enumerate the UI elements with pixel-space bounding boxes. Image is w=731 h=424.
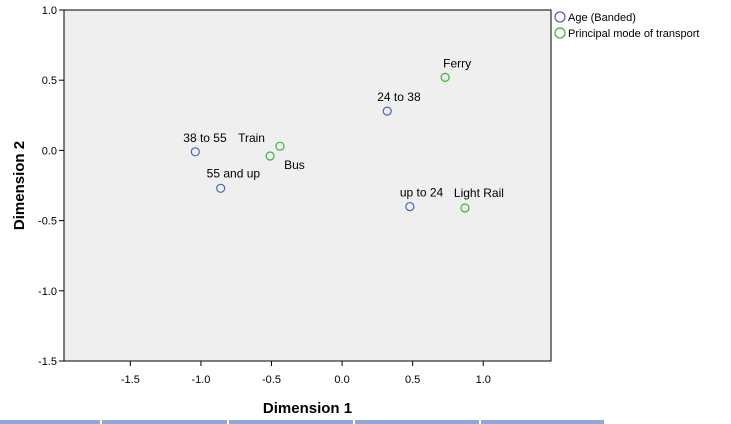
x-axis-title: Dimension 1: [263, 400, 352, 417]
point-label: Train: [238, 131, 265, 145]
data-point: [275, 141, 285, 151]
data-points: 38 to 55 55 and up 24 to 38 up to 24 Train Bu…: [183, 56, 504, 213]
legend-label: Principal mode of transport: [568, 28, 699, 40]
point-label: 55 and up: [207, 166, 261, 180]
y-tick-label: -1.5: [38, 356, 57, 368]
point-label: Bus: [284, 158, 305, 172]
y-axis-title: Dimension 2: [11, 141, 28, 230]
y-tick-label: 0.0: [42, 145, 57, 157]
x-tick-label: 0.0: [334, 374, 349, 386]
y-tick-label: -1.0: [38, 286, 57, 298]
point-label: 38 to 55: [183, 131, 227, 145]
x-tick-label: -0.5: [262, 374, 281, 386]
x-tick-label: -1.5: [121, 374, 140, 386]
legend-marker: [554, 11, 566, 23]
legend-marker: [554, 27, 566, 39]
x-tick-label: 0.5: [405, 374, 420, 386]
data-point: [405, 201, 415, 212]
data-point: [216, 183, 226, 193]
y-tick-label: 0.5: [42, 75, 57, 87]
legend: Age (Banded) Principal mode of transport: [554, 11, 699, 40]
point-label: Light Rail: [454, 186, 504, 200]
plot-area: [63, 9, 552, 362]
data-point: [190, 147, 200, 157]
x-axis: -1.5 -1.0 -0.5 0.0 0.5 1.0: [121, 361, 491, 386]
bottom-divider-strip: [0, 420, 606, 424]
data-point: [265, 151, 275, 161]
x-tick-label: -1.0: [191, 374, 210, 386]
legend-label: Age (Banded): [568, 12, 636, 24]
y-tick-label: 1.0: [42, 5, 57, 17]
point-label: 24 to 38: [377, 90, 421, 104]
point-label: up to 24: [400, 186, 444, 200]
data-point: [460, 203, 470, 213]
data-point: [382, 106, 392, 116]
y-axis: 1.0 0.5 0.0 -0.5 -1.0 -1.5: [38, 5, 64, 368]
data-point: [440, 72, 450, 82]
x-tick-label: 1.0: [476, 374, 491, 386]
point-label: Ferry: [443, 56, 471, 70]
y-tick-label: -0.5: [38, 216, 57, 228]
